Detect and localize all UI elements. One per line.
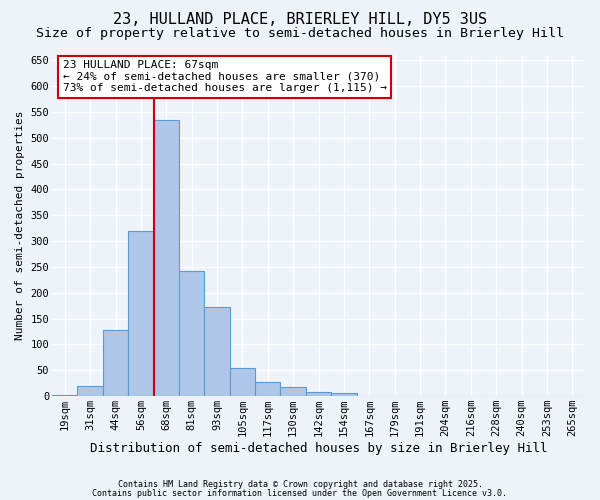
Bar xyxy=(306,392,331,396)
Text: 23, HULLAND PLACE, BRIERLEY HILL, DY5 3US: 23, HULLAND PLACE, BRIERLEY HILL, DY5 3U… xyxy=(113,12,487,28)
Bar xyxy=(154,120,179,396)
Bar xyxy=(205,308,230,396)
X-axis label: Distribution of semi-detached houses by size in Brierley Hill: Distribution of semi-detached houses by … xyxy=(90,442,547,455)
Bar xyxy=(280,388,306,396)
Bar xyxy=(179,270,205,396)
Text: 23 HULLAND PLACE: 67sqm
← 24% of semi-detached houses are smaller (370)
73% of s: 23 HULLAND PLACE: 67sqm ← 24% of semi-de… xyxy=(63,60,387,94)
Bar xyxy=(103,330,128,396)
Bar xyxy=(77,386,103,396)
Text: Contains public sector information licensed under the Open Government Licence v3: Contains public sector information licen… xyxy=(92,488,508,498)
Bar xyxy=(255,382,280,396)
Bar xyxy=(52,394,77,396)
Text: Contains HM Land Registry data © Crown copyright and database right 2025.: Contains HM Land Registry data © Crown c… xyxy=(118,480,482,489)
Text: Size of property relative to semi-detached houses in Brierley Hill: Size of property relative to semi-detach… xyxy=(36,28,564,40)
Bar xyxy=(331,392,356,396)
Y-axis label: Number of semi-detached properties: Number of semi-detached properties xyxy=(15,111,25,340)
Bar xyxy=(128,231,154,396)
Bar xyxy=(230,368,255,396)
